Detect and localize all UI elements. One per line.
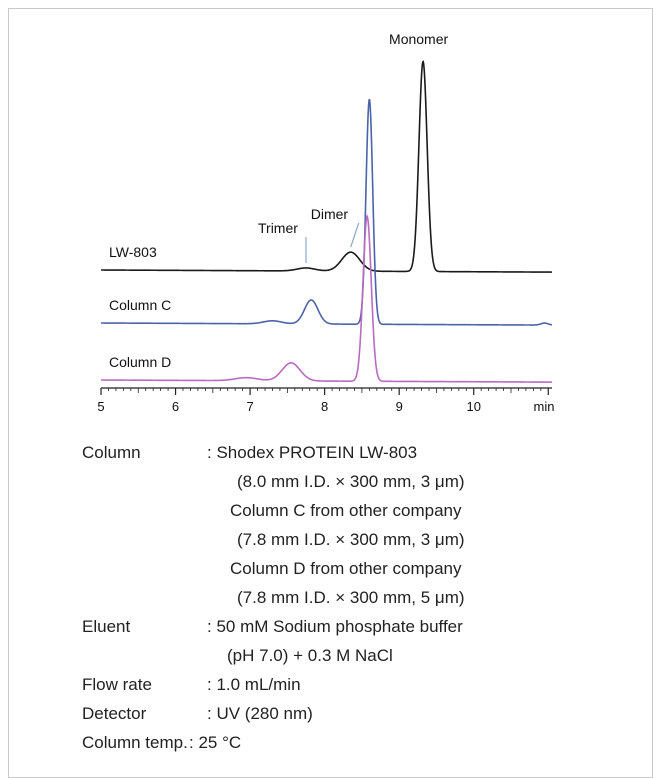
flow-rate-value: : 1.0 mL/min xyxy=(207,675,301,694)
detector-value: : UV (280 nm) xyxy=(207,704,313,723)
peak-annotation-0: Trimer xyxy=(258,220,298,236)
column-temp-label: Column temp. xyxy=(82,733,188,752)
series-line-2 xyxy=(101,214,552,383)
peak-annotation-1: Dimer xyxy=(311,206,349,222)
column-value-4: (7.8 mm I.D. × 300 mm, 3 μm) xyxy=(237,530,465,549)
flow-rate-label: Flow rate xyxy=(82,675,152,694)
series-label-0: LW-803 xyxy=(109,244,157,260)
series-label-2: Column D xyxy=(109,354,171,370)
annotation-leader-1 xyxy=(350,222,360,248)
column-value-3: Column C from other company xyxy=(230,501,462,520)
series-line-0 xyxy=(101,60,552,273)
x-tick-label-2: 7 xyxy=(246,399,253,414)
x-tick-label-4: 9 xyxy=(396,399,403,414)
x-tick-label-5: 10 xyxy=(466,399,480,414)
series-line-1 xyxy=(101,98,553,326)
x-tick-label-3: 8 xyxy=(321,399,328,414)
column-value-5: Column D from other company xyxy=(230,559,462,578)
detector-label: Detector xyxy=(82,704,147,723)
eluent-value-1: : 50 mM Sodium phosphate buffer xyxy=(207,617,463,636)
column-value-2: (8.0 mm I.D. × 300 mm, 3 μm) xyxy=(237,472,465,491)
series-label-1: Column C xyxy=(109,297,171,313)
column-label: Column xyxy=(82,443,141,462)
eluent-value-2: (pH 7.0) + 0.3 M NaCl xyxy=(227,646,393,665)
x-tick-label-1: 6 xyxy=(172,399,179,414)
column-temp-value: : 25 °C xyxy=(189,733,242,752)
column-value-1: : Shodex PROTEIN LW-803 xyxy=(207,443,418,462)
eluent-label: Eluent xyxy=(82,617,131,636)
x-axis-unit-label: min xyxy=(534,399,555,414)
x-tick-label-0: 5 xyxy=(97,399,104,414)
chromatogram-chart: LW-803 Trimer Dimer Monomer Column C Column D… xyxy=(97,31,555,414)
column-value-6: (7.8 mm I.D. × 300 mm, 5 μm) xyxy=(237,588,465,607)
peak-annotation-2: Monomer xyxy=(389,31,448,47)
